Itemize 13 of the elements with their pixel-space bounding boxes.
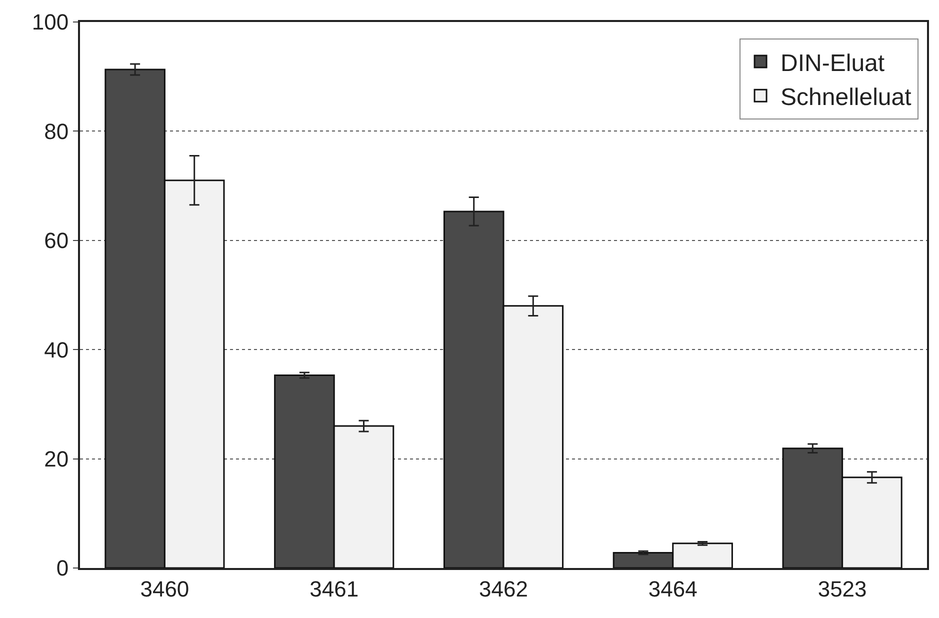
y-tick-label: 40 [44,337,69,362]
x-tick-label: 3461 [310,576,359,602]
legend-label: DIN-Eluat [780,50,885,77]
legend-label: Schnelleluat [780,84,912,112]
y-tick-label: 80 [44,118,69,144]
y-tick-label: 100 [32,10,69,35]
x-tick-label: 3464 [648,576,698,602]
x-tick-label: 3523 [818,576,867,602]
x-tick-label: 3460 [140,576,190,602]
x-tick-label: 3462 [479,576,528,602]
y-tick-label: 0 [56,556,69,581]
y-tick-label: 60 [44,228,69,254]
y-tick-label: 20 [44,446,69,472]
